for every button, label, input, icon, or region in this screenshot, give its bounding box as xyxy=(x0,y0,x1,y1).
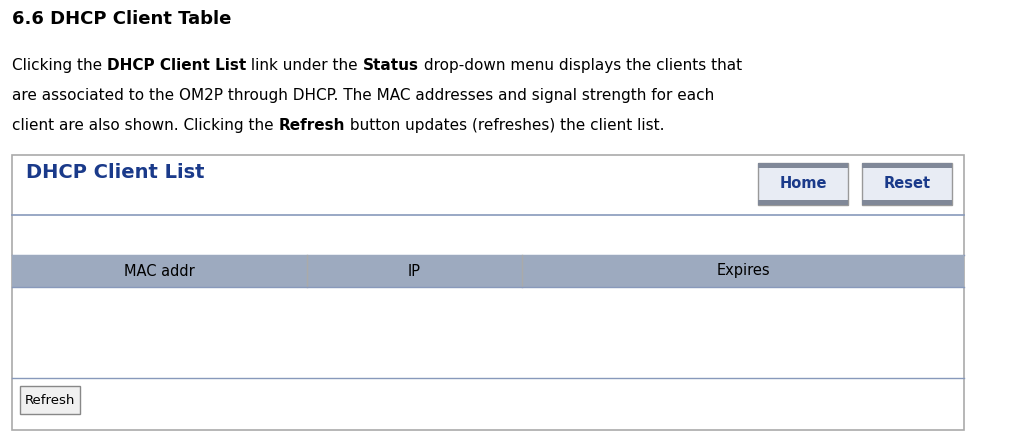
Text: Reset: Reset xyxy=(883,177,930,191)
Text: IP: IP xyxy=(408,264,421,279)
Text: DHCP Client List: DHCP Client List xyxy=(26,163,204,182)
Bar xyxy=(20,386,80,414)
Text: drop-down menu displays the clients that: drop-down menu displays the clients that xyxy=(419,58,741,73)
Text: 6.6 DHCP Client Table: 6.6 DHCP Client Table xyxy=(12,10,231,28)
Text: link under the: link under the xyxy=(246,58,363,73)
Text: Clicking the: Clicking the xyxy=(12,58,107,73)
Bar xyxy=(12,155,964,430)
Bar xyxy=(12,255,964,287)
Bar xyxy=(758,163,848,168)
Text: Status: Status xyxy=(363,58,419,73)
Bar xyxy=(758,200,848,205)
Text: button updates (refreshes) the client list.: button updates (refreshes) the client li… xyxy=(345,118,664,133)
Text: Expires: Expires xyxy=(716,264,770,279)
Bar xyxy=(862,163,952,205)
Text: client are also shown. Clicking the: client are also shown. Clicking the xyxy=(12,118,278,133)
Text: Home: Home xyxy=(779,177,827,191)
Bar xyxy=(862,200,952,205)
Bar xyxy=(758,163,848,205)
Text: MAC addr: MAC addr xyxy=(124,264,195,279)
Bar xyxy=(862,163,952,168)
Text: are associated to the OM2P through DHCP. The MAC addresses and signal strength f: are associated to the OM2P through DHCP.… xyxy=(12,88,714,103)
Text: DHCP Client List: DHCP Client List xyxy=(107,58,246,73)
Text: Refresh: Refresh xyxy=(278,118,345,133)
Text: Refresh: Refresh xyxy=(25,394,75,407)
